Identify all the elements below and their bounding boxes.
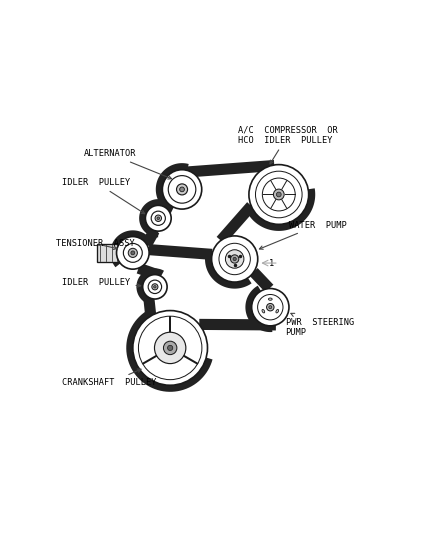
Circle shape — [133, 311, 208, 385]
Ellipse shape — [268, 298, 272, 300]
Text: A/C  COMPRESSOR  OR
HCO  IDLER  PULLEY: A/C COMPRESSOR OR HCO IDLER PULLEY — [238, 125, 338, 164]
Circle shape — [162, 169, 202, 209]
Circle shape — [131, 251, 135, 255]
Text: IDLER  PULLEY: IDLER PULLEY — [62, 178, 145, 214]
Circle shape — [233, 257, 236, 261]
Circle shape — [152, 284, 158, 290]
Circle shape — [143, 274, 167, 299]
Circle shape — [145, 205, 171, 231]
Ellipse shape — [276, 310, 279, 313]
Circle shape — [168, 345, 173, 351]
Text: IDLER  PULLEY: IDLER PULLEY — [62, 278, 141, 287]
Circle shape — [230, 255, 239, 263]
Ellipse shape — [262, 310, 265, 313]
Circle shape — [155, 332, 186, 364]
Circle shape — [267, 303, 274, 311]
Text: TENSIONER  ASSY: TENSIONER ASSY — [57, 239, 135, 249]
Text: WATER  PUMP: WATER PUMP — [259, 221, 347, 249]
Circle shape — [180, 187, 184, 192]
Circle shape — [276, 192, 281, 197]
Text: ALTERNATOR: ALTERNATOR — [84, 149, 172, 179]
Circle shape — [117, 237, 149, 269]
Circle shape — [154, 286, 156, 288]
Text: PWR  STEERING
PUMP: PWR STEERING PUMP — [286, 313, 354, 337]
Circle shape — [177, 184, 187, 195]
Circle shape — [269, 306, 272, 309]
Circle shape — [212, 236, 258, 282]
Text: 1: 1 — [268, 259, 274, 268]
Circle shape — [128, 248, 138, 257]
Circle shape — [251, 288, 289, 326]
Circle shape — [273, 189, 284, 200]
Polygon shape — [97, 244, 128, 262]
Circle shape — [157, 217, 159, 220]
Circle shape — [226, 250, 244, 268]
Text: CRANKSHAFT  PULLEY: CRANKSHAFT PULLEY — [62, 369, 157, 387]
Circle shape — [155, 215, 162, 222]
Circle shape — [163, 341, 177, 354]
Circle shape — [249, 165, 309, 224]
